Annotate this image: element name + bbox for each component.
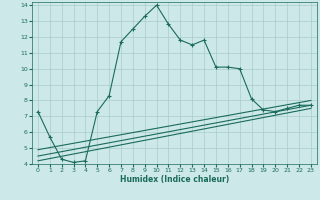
X-axis label: Humidex (Indice chaleur): Humidex (Indice chaleur) <box>120 175 229 184</box>
